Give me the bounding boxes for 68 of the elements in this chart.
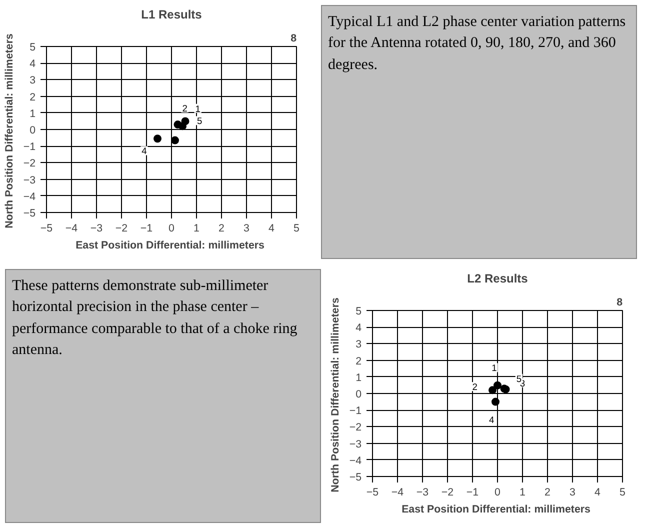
x-tick-label: 0 [168,222,175,234]
y-tick-label: −2 [23,158,36,170]
y-tick-label: 0 [356,388,362,400]
x-tick-label: 1 [194,222,200,234]
y-tick-label: −5 [23,208,36,220]
y-tick-label: 4 [356,322,362,334]
x-tick-label: 4 [594,486,601,498]
y-tick-label: −3 [23,174,36,186]
x-tick-label: −1 [466,486,479,498]
y-tick-label: 5 [30,42,36,54]
y-tick-label: 0 [30,124,36,136]
y-tick-label: −2 [349,422,362,434]
x-tick-label: −3 [416,486,429,498]
x-tick-label: −4 [391,486,404,498]
y-tick-label: 5 [356,306,362,318]
y-tick-label: −4 [349,454,362,467]
point [488,386,496,394]
chart-title: L2 Results [467,272,528,286]
y-tick-label: −1 [349,405,362,418]
y-tick-label: 2 [30,91,36,104]
x-tick-label: −2 [441,486,454,498]
annotation: 4 [488,414,494,425]
point [492,398,500,406]
x-tick-label: 1 [520,486,526,498]
y-tick-label: 4 [30,58,36,70]
y-tick-label: 1 [356,372,362,384]
x-tick-label: −5 [40,222,53,234]
x-tick-label: −2 [115,222,128,234]
y-tick-label: −1 [23,141,36,154]
annotation: 1 [492,363,497,374]
annotation: 5 [516,374,522,384]
annotation: 4 [142,146,147,156]
x-tick-label: 4 [268,222,275,234]
x-tick-label: 5 [294,222,300,234]
point [178,122,186,130]
x-axis-title: East Position Differential: millimeters [76,240,265,252]
x-tick-label: −4 [65,222,78,234]
annotation: 5 [197,116,202,126]
x-tick-label: −5 [366,486,379,498]
chart-title: L1 Results [141,8,202,22]
point [154,134,162,143]
x-tick-label: 5 [620,486,626,498]
y-tick-label: −4 [23,190,36,203]
x-tick-label: −1 [140,222,153,234]
x-tick-label: 2 [218,222,225,234]
y-axis-title: North Position Differential: millimeters [329,298,342,492]
y-tick-label: 3 [30,74,36,87]
text: 8 [616,296,623,308]
y-tick-label: −3 [349,438,362,450]
point [494,381,502,390]
x-tick-label: 0 [494,486,501,498]
annotation: 2 [182,103,188,114]
text: Typical L1 and L2 phase center variation patterns for the Antenna rotated 0, 90, 180, 270, and 360 degrees. [328,13,627,75]
y-tick-label: −5 [349,472,362,484]
x-tick-label: 2 [544,486,551,498]
annotation: 1 [195,104,200,114]
text: 8 [290,32,297,44]
point [171,136,179,144]
y-tick-label: 2 [356,355,362,368]
text: These patterns demonstrate sub-millimeter horizontal precision in the phase center – performance comparable to that of a choke ring antenna. [12,277,298,360]
x-tick-label: 3 [570,486,576,498]
x-tick-label: 3 [244,222,250,234]
x-tick-label: −3 [90,222,103,234]
y-tick-label: 1 [30,108,36,120]
y-axis-title: North Position Differential: millimeters [3,34,16,228]
y-tick-label: 3 [356,338,362,351]
x-axis-title: East Position Differential: millimeters [402,504,591,516]
annotation: 2 [472,382,478,392]
